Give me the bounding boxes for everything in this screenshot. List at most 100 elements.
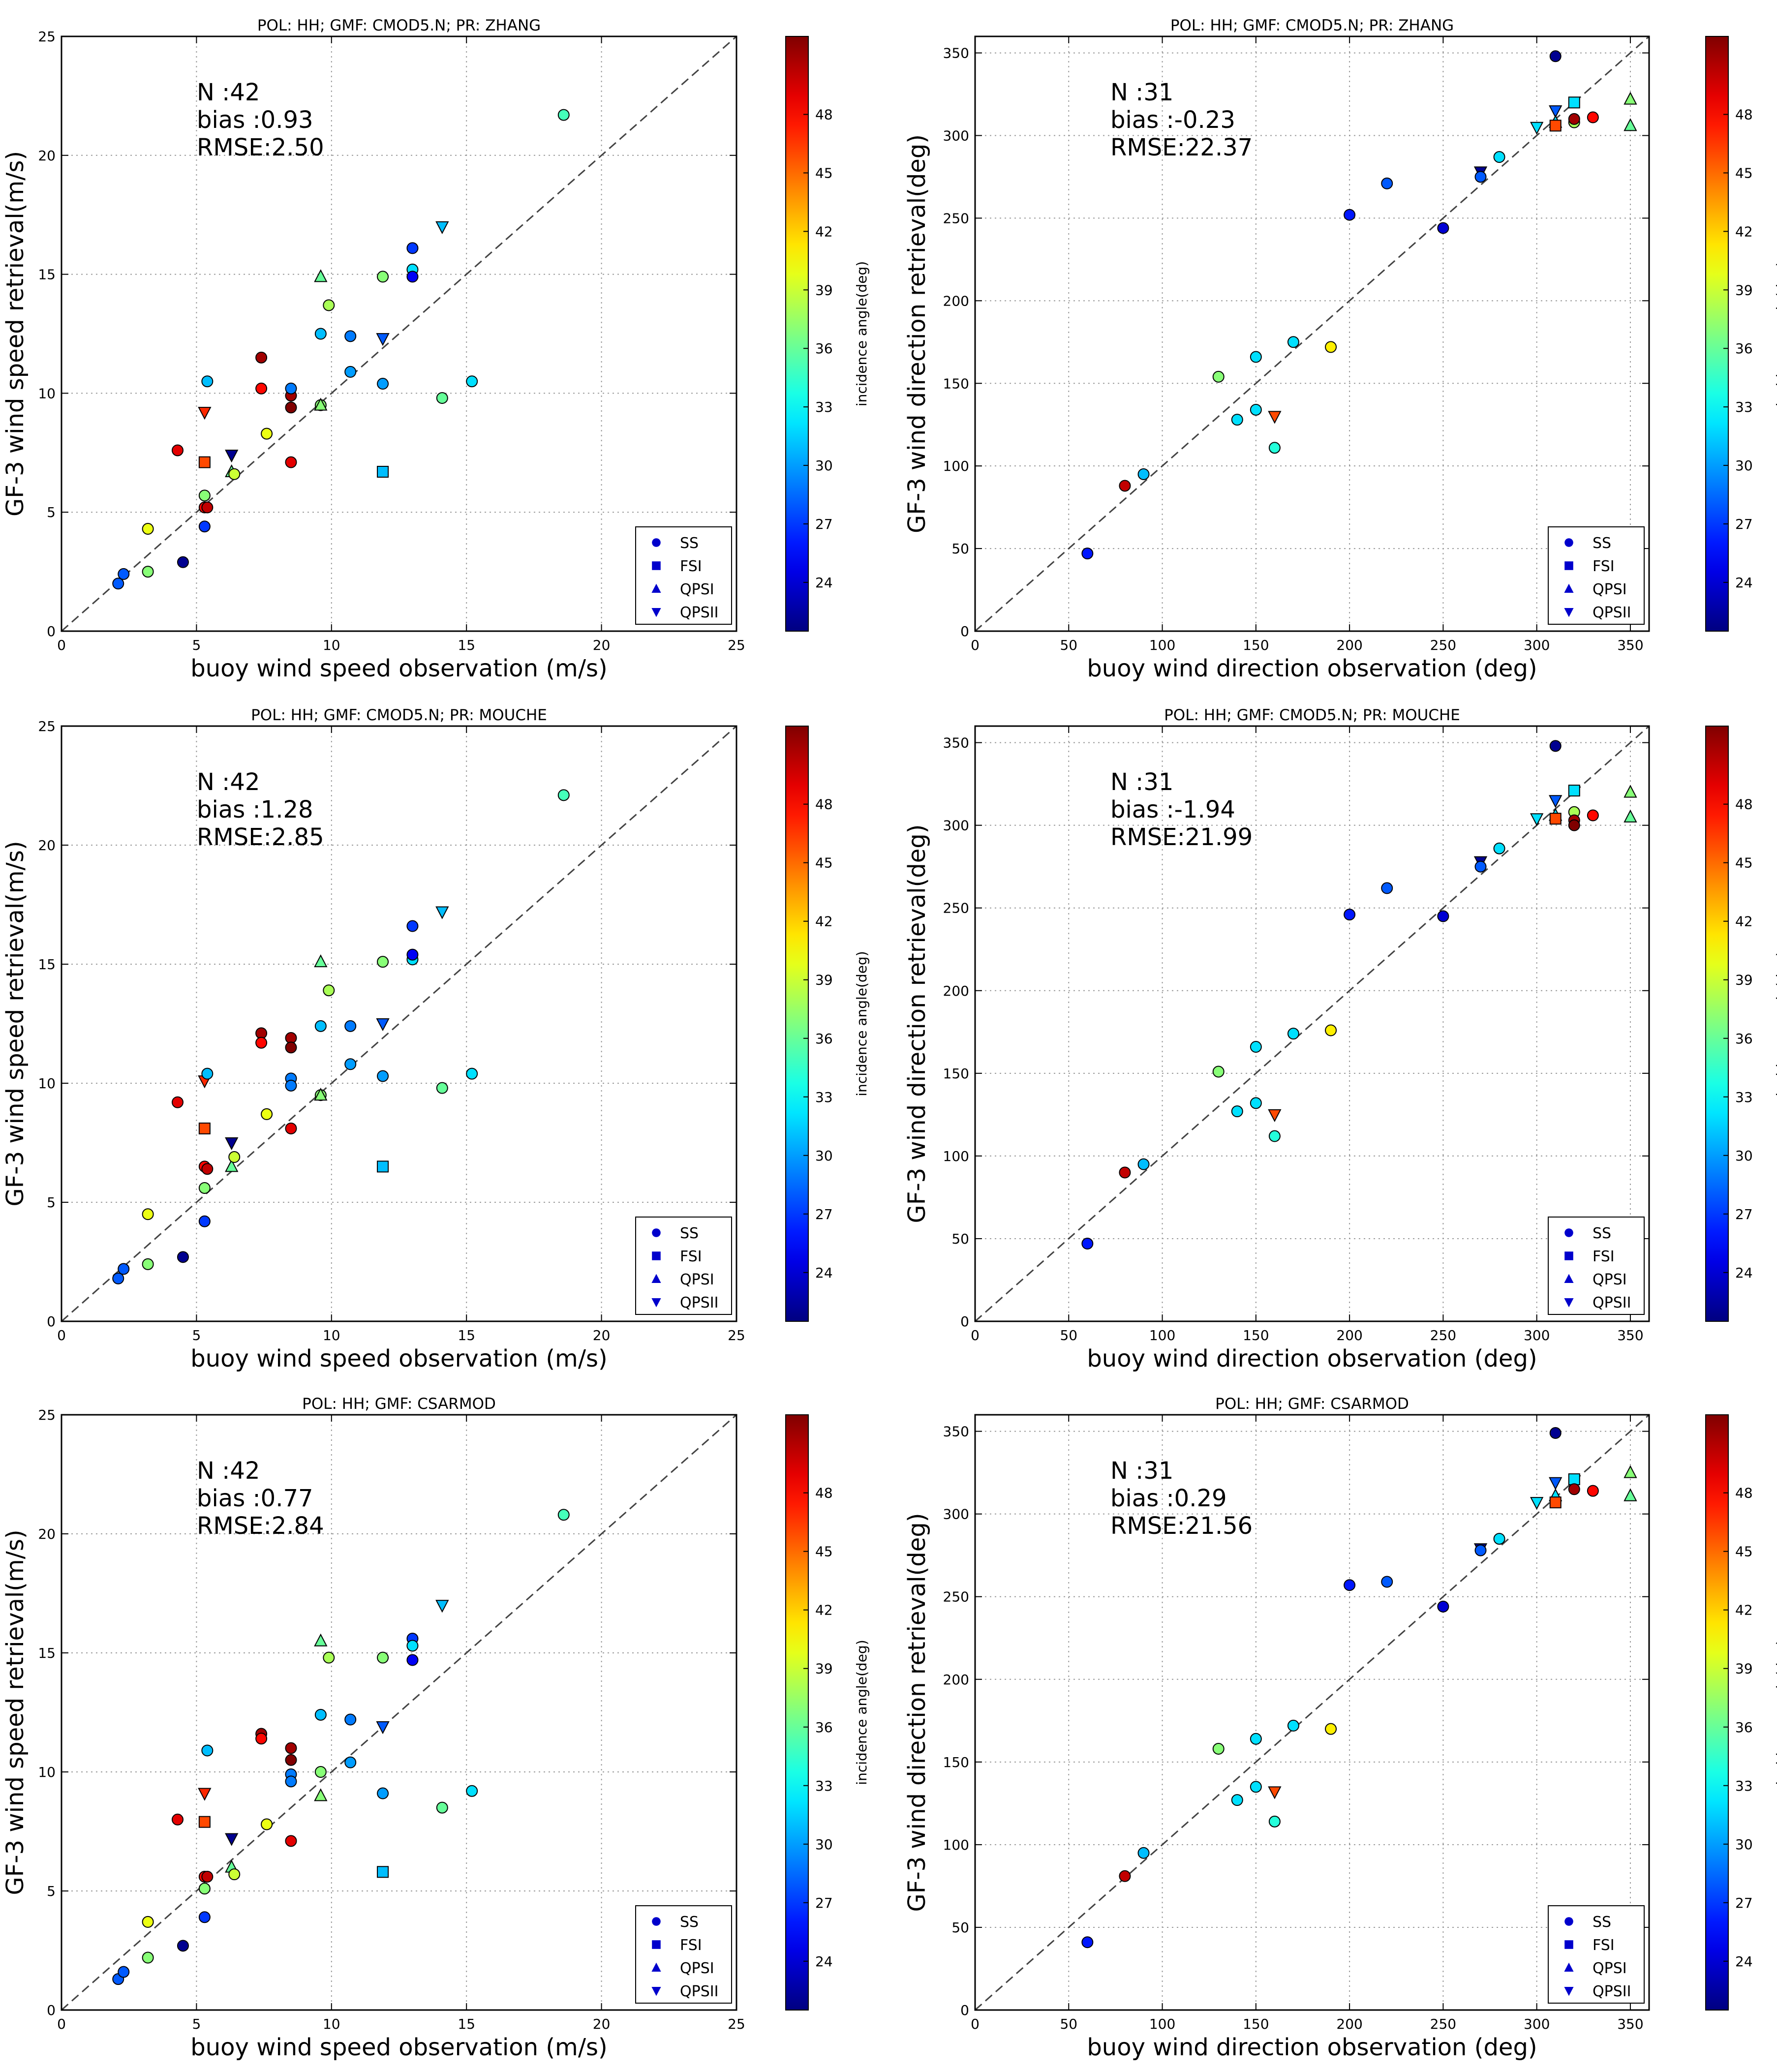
- stat-text: RMSE:21.99: [1110, 823, 1253, 851]
- chart-title: POL: HH; GMF: CSARMOD: [1215, 1395, 1409, 1413]
- x-tick-label: 200: [1336, 2016, 1362, 2032]
- chart-title: POL: HH; GMF: CMOD5.N; PR: ZHANG: [1170, 17, 1454, 34]
- y-tick-label: 0: [960, 1313, 969, 1330]
- data-point: [177, 1251, 189, 1263]
- stat-text: bias :0.29: [1110, 1485, 1227, 1512]
- data-point: [406, 948, 419, 961]
- data-point: [198, 1788, 212, 1801]
- y-tick-label: 150: [943, 1754, 969, 1770]
- data-point: [435, 906, 449, 919]
- data-point: [255, 382, 268, 395]
- data-point: [1268, 1786, 1282, 1799]
- y-tick-label: 150: [943, 375, 969, 392]
- colorbar-tick-label: 33: [1735, 399, 1753, 415]
- data-point: [1437, 222, 1449, 234]
- data-point: [1119, 1166, 1131, 1179]
- stat-text: RMSE:22.37: [1110, 134, 1253, 161]
- data-point: [1344, 909, 1356, 921]
- data-point: [1344, 209, 1356, 221]
- data-point: [1549, 105, 1563, 119]
- y-tick-label: 100: [943, 1148, 969, 1164]
- chart-title: POL: HH; GMF: CMOD5.N; PR: MOUCHE: [1164, 706, 1460, 724]
- data-point: [225, 1833, 239, 1846]
- one-to-one-line: [975, 35, 1650, 632]
- data-point: [376, 1018, 390, 1032]
- colorbar-tick-label: 24: [815, 1953, 833, 1970]
- legend-label: QPSII: [1593, 1294, 1631, 1311]
- colorbar-tick-label: 42: [815, 914, 833, 930]
- colorbar: 24 27 30 33 36 39 42 45 48 incidence angle(deg): [785, 726, 870, 1322]
- chart-title: POL: HH; GMF: CSARMOD: [302, 1395, 496, 1413]
- x-axis-label: buoy wind direction observation (deg): [1087, 1345, 1537, 1372]
- data-point: [261, 1818, 273, 1830]
- data-point: [1250, 403, 1262, 416]
- data-point: [1081, 1936, 1094, 1949]
- x-tick-label: 50: [1060, 637, 1077, 653]
- x-tick-label: 100: [1149, 637, 1175, 653]
- data-point: [1549, 1496, 1562, 1509]
- data-point: [255, 1036, 268, 1049]
- y-tick-label: 0: [47, 623, 56, 640]
- chart-panel-3: 0 5 10 15 20 25 0 5 10 15 20 25 POL: HH; GMF: CMOD5.…: [1, 706, 870, 1372]
- colorbar-tick-label: 30: [815, 1148, 833, 1164]
- x-axis-label: buoy wind speed observation (m/s): [190, 1345, 607, 1372]
- data-point: [1119, 1870, 1131, 1882]
- y-axis-label: GF-3 wind speed retrieval(m/s): [1, 841, 29, 1206]
- data-point: [177, 556, 189, 568]
- y-tick-label: 20: [38, 1526, 56, 1542]
- data-point: [1624, 118, 1637, 131]
- data-point: [377, 1651, 389, 1664]
- data-point: [1268, 1130, 1281, 1142]
- legend-marker: [651, 583, 661, 593]
- data-point: [1530, 122, 1544, 135]
- data-point: [201, 501, 214, 514]
- legend-marker: [1564, 583, 1574, 593]
- colorbar-label: incidence angle(deg): [1774, 951, 1777, 1096]
- legend-marker: [1564, 1228, 1573, 1237]
- y-tick-label: 300: [943, 818, 969, 834]
- data-point: [1381, 1576, 1393, 1588]
- stat-text: N :31: [1110, 768, 1173, 796]
- colorbar-tick-label: 45: [815, 855, 833, 871]
- x-axis-label: buoy wind speed observation (m/s): [190, 2034, 607, 2061]
- one-to-one-line: [61, 1414, 737, 2011]
- colorbar-label: incidence angle(deg): [1774, 1640, 1777, 1785]
- x-tick-label: 0: [971, 2016, 980, 2032]
- colorbar-gradient: [1705, 726, 1729, 1322]
- colorbar-tick-label: 48: [1735, 796, 1753, 813]
- stat-text: RMSE:2.50: [197, 134, 324, 161]
- data-point: [557, 1509, 570, 1521]
- data-point: [1081, 1238, 1094, 1250]
- data-point: [1250, 1781, 1262, 1793]
- chart-panel-5: 0 5 10 15 20 25 0 5 10 15 20 25 POL: HH; GMF: CSARMO…: [1, 1395, 870, 2061]
- data-point: [1493, 1533, 1505, 1545]
- x-tick-label: 300: [1524, 1327, 1550, 1343]
- colorbar: 24 27 30 33 36 39 42 45 48 incidence angle(deg): [1705, 726, 1777, 1322]
- stat-text: N :31: [1110, 79, 1173, 106]
- x-tick-label: 0: [971, 637, 980, 653]
- data-point: [314, 1766, 327, 1778]
- legend-label: QPSI: [680, 581, 714, 598]
- data-point: [376, 333, 390, 346]
- colorbar-tick-label: 33: [815, 1778, 833, 1794]
- data-point: [1119, 480, 1131, 492]
- data-point: [198, 456, 211, 468]
- y-tick-label: 350: [943, 45, 969, 61]
- colorbar-tick-label: 42: [1735, 223, 1753, 240]
- data-point: [1568, 1483, 1580, 1495]
- colorbar-tick-label: 42: [815, 223, 833, 240]
- colorbar: 24 27 30 33 36 39 42 45 48 incidence angle(deg): [785, 36, 870, 632]
- data-point: [118, 1263, 130, 1275]
- colorbar-tick-label: 27: [1735, 1206, 1753, 1222]
- x-tick-label: 0: [57, 637, 66, 653]
- y-tick-label: 100: [943, 1837, 969, 1853]
- stat-text: RMSE:2.84: [197, 1512, 324, 1540]
- colorbar-gradient: [1705, 36, 1729, 632]
- data-point: [1231, 1105, 1243, 1118]
- colorbar-tick-label: 36: [815, 1719, 833, 1736]
- legend-label: SS: [680, 535, 699, 552]
- data-point: [377, 465, 389, 478]
- colorbar-tick-label: 45: [1735, 165, 1753, 181]
- legend-label: QPSII: [680, 604, 718, 621]
- data-point: [285, 1775, 297, 1788]
